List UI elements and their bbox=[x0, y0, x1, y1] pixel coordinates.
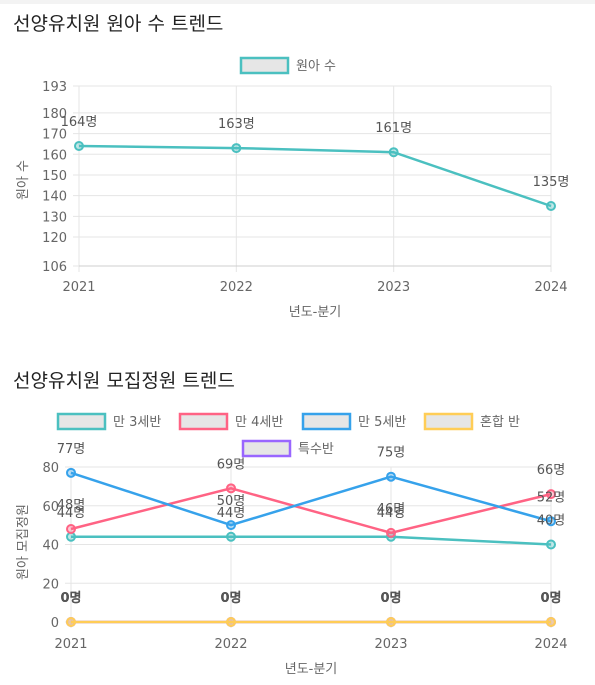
y-tick-label: 193 bbox=[42, 80, 67, 95]
data-point bbox=[546, 539, 556, 550]
data-label: 161명 bbox=[375, 121, 412, 136]
x-axis-title: 년도-분기 bbox=[289, 305, 342, 320]
y-tick-label: 20 bbox=[42, 577, 59, 592]
x-tick-label: 2022 bbox=[220, 280, 253, 295]
data-label: 40명 bbox=[537, 514, 566, 529]
y-tick-label: 106 bbox=[42, 260, 67, 275]
data-point bbox=[66, 524, 76, 534]
data-point bbox=[546, 617, 556, 627]
data-label: 0명 bbox=[60, 590, 81, 606]
data-label: 0명 bbox=[380, 590, 401, 606]
y-axis-title: 원아 모집정원 bbox=[16, 504, 31, 580]
x-tick-label: 2021 bbox=[62, 280, 95, 295]
legend-label: 만 5세반 bbox=[358, 415, 406, 430]
legend-swatch bbox=[423, 412, 474, 431]
data-label: 75명 bbox=[377, 446, 406, 461]
data-point bbox=[386, 527, 396, 538]
data-label: 44명 bbox=[57, 506, 86, 521]
data-point bbox=[546, 489, 556, 500]
y-tick-label: 80 bbox=[42, 461, 59, 476]
y-tick-label: 40 bbox=[42, 539, 59, 554]
data-label: 52명 bbox=[537, 490, 566, 505]
data-point bbox=[226, 531, 236, 542]
legend-label: 만 4세반 bbox=[235, 415, 283, 430]
y-tick-label: 150 bbox=[42, 169, 67, 184]
data-label: 0명 bbox=[540, 590, 561, 606]
data-label: 66명 bbox=[537, 463, 566, 478]
data-point bbox=[74, 141, 84, 151]
x-tick-label: 2022 bbox=[214, 637, 247, 652]
data-label: 0명 bbox=[540, 590, 561, 606]
y-axis-title: 원아 수 bbox=[16, 160, 31, 200]
data-label: 44명 bbox=[217, 506, 246, 521]
y-tick-label: 60 bbox=[42, 500, 59, 515]
data-point bbox=[66, 467, 76, 478]
data-label: 0명 bbox=[220, 590, 241, 606]
data-label: 164명 bbox=[61, 115, 98, 130]
y-tick-label: 140 bbox=[42, 190, 67, 205]
series-line bbox=[70, 471, 552, 527]
data-label: 0명 bbox=[380, 590, 401, 606]
data-point bbox=[66, 617, 76, 627]
x-tick-label: 2024 bbox=[534, 280, 567, 295]
data-label: 46명 bbox=[377, 502, 406, 517]
data-label: 77명 bbox=[57, 442, 86, 457]
data-label: 135명 bbox=[533, 175, 570, 190]
y-tick-label: 160 bbox=[42, 148, 67, 163]
legend-swatch bbox=[178, 412, 229, 431]
x-tick-label: 2023 bbox=[374, 637, 407, 652]
data-point bbox=[546, 201, 556, 211]
series-line bbox=[70, 487, 552, 535]
data-point bbox=[386, 471, 396, 482]
legend-label-enrollment: 원아 수 bbox=[296, 59, 336, 74]
data-label: 69명 bbox=[217, 457, 246, 472]
data-point bbox=[226, 520, 236, 531]
x-tick-label: 2023 bbox=[377, 280, 410, 295]
legend-label: 만 3세반 bbox=[113, 415, 161, 430]
data-point bbox=[226, 617, 236, 627]
y-tick-label: 120 bbox=[42, 231, 67, 246]
data-label: 50명 bbox=[217, 494, 246, 509]
legend-label: 특수반 bbox=[298, 442, 334, 457]
data-label: 0명 bbox=[220, 590, 241, 606]
series-line-enrollment bbox=[78, 144, 552, 208]
data-point bbox=[386, 617, 396, 627]
y-tick-label: 170 bbox=[42, 128, 67, 143]
y-tick-label: 130 bbox=[42, 210, 67, 225]
data-point bbox=[231, 143, 242, 154]
data-point bbox=[546, 516, 556, 527]
data-point bbox=[388, 147, 399, 158]
chart1-title: 선양유치원 원아 수 트렌드 bbox=[13, 13, 224, 35]
top-bar bbox=[0, 0, 595, 4]
y-tick-label: 0 bbox=[51, 616, 59, 631]
x-tick-label: 2024 bbox=[534, 637, 567, 652]
data-label: 48명 bbox=[57, 498, 86, 513]
data-label: 163명 bbox=[218, 117, 255, 132]
legend-swatch bbox=[56, 412, 107, 431]
data-label: 44명 bbox=[377, 506, 406, 521]
data-label: 0명 bbox=[60, 590, 81, 606]
legend-swatch bbox=[241, 439, 292, 458]
y-tick-label: 180 bbox=[42, 107, 67, 122]
x-axis-title: 년도-분기 bbox=[285, 662, 338, 677]
legend-label: 혼합 반 bbox=[480, 415, 520, 430]
legend-swatch bbox=[301, 412, 352, 431]
x-tick-label: 2021 bbox=[54, 637, 87, 652]
series-line bbox=[71, 535, 552, 546]
data-point bbox=[226, 483, 236, 494]
legend-swatch-enrollment bbox=[239, 56, 290, 75]
chart2-title: 선양유치원 모집정원 트렌드 bbox=[13, 370, 235, 392]
